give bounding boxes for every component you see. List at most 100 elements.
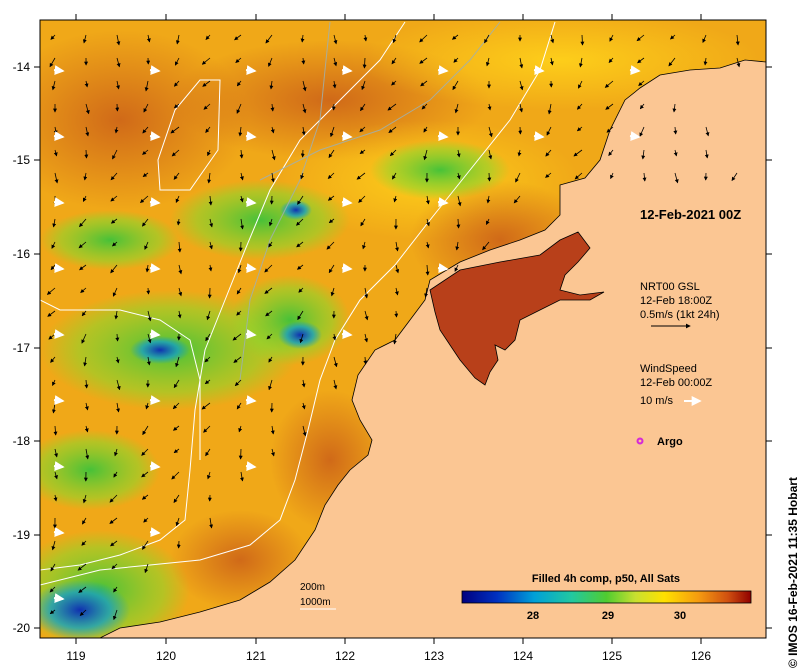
current-vector: [116, 57, 121, 68]
wind-vector: [629, 65, 641, 76]
current-vector: [81, 310, 87, 317]
current-vector: [207, 172, 212, 184]
current-vector: [301, 57, 306, 65]
current-vector: [268, 57, 273, 67]
lon-tick-label: 122: [335, 649, 355, 663]
current-vector: [270, 126, 275, 134]
current-vector: [360, 218, 366, 227]
current-vector: [51, 540, 56, 551]
wind-vector: [245, 461, 257, 472]
current-vector: [488, 126, 493, 138]
current-vector: [209, 517, 214, 529]
current-vector: [451, 34, 459, 40]
current-vector: [604, 80, 614, 88]
cool-sst-patch: [170, 180, 350, 260]
current-vector: [112, 149, 118, 160]
sst-colorbar: Filled 4h comp, p50, All Sats 28 29 30: [461, 573, 752, 622]
current-vector: [53, 425, 58, 436]
current-vector: [111, 241, 118, 247]
current-legend-scale: 0.5m/s (1kt 24h): [640, 309, 719, 321]
current-vector: [484, 34, 490, 44]
current-vector: [487, 103, 492, 111]
current-vector: [114, 310, 119, 320]
current-vector: [141, 494, 149, 500]
current-vector: [79, 609, 87, 616]
current-vector: [233, 356, 242, 363]
current-vector: [51, 80, 56, 91]
current-vector: [296, 264, 304, 270]
current-vector: [84, 425, 89, 433]
current-vector: [204, 356, 211, 363]
current-vector: [142, 149, 149, 155]
current-vector: [110, 218, 118, 224]
current-vector: [175, 517, 180, 527]
current-vector: [639, 126, 645, 137]
current-vector: [46, 287, 56, 295]
current-vector: [296, 218, 304, 226]
wind-vector: [341, 329, 353, 340]
current-vector: [333, 34, 338, 45]
current-vector: [201, 402, 211, 410]
current-vector: [420, 80, 428, 87]
current-vector: [425, 195, 430, 205]
wind-vector: [53, 263, 65, 274]
current-vector: [54, 471, 58, 480]
current-vector: [547, 103, 552, 115]
wind-vector: [533, 131, 545, 142]
current-vector: [112, 609, 118, 621]
current-vector: [672, 103, 677, 113]
lat-tick: -20: [13, 621, 772, 635]
current-vector: [176, 218, 181, 226]
current-vector: [389, 149, 397, 157]
current-vector: [580, 34, 585, 46]
current-vector: [392, 34, 397, 44]
current-vector: [82, 34, 87, 44]
wind-vector: [149, 131, 161, 142]
current-vector: [205, 34, 211, 40]
current-vector: [300, 172, 305, 180]
cold-sst-patch: [278, 321, 322, 349]
current-vector: [606, 126, 614, 133]
current-vector: [482, 241, 490, 251]
current-vector: [605, 103, 614, 110]
current-vector: [51, 241, 56, 249]
isobath-legend: 200m 1000m: [300, 582, 336, 610]
current-vector: [333, 379, 338, 390]
current-vector: [486, 218, 490, 226]
current-vector: [203, 103, 211, 110]
current-vector: [209, 241, 213, 250]
current-vector: [264, 287, 273, 294]
lat-tick-label: -16: [13, 247, 31, 261]
current-vector: [735, 34, 740, 46]
current-vector: [296, 241, 304, 248]
current-vector: [393, 195, 398, 203]
wind-vector: [53, 461, 65, 472]
current-vector: [609, 34, 614, 42]
wind-vector: [245, 395, 257, 406]
current-vector: [142, 126, 149, 134]
current-vector: [360, 103, 366, 112]
isobath-lines: [40, 21, 556, 586]
wind-vector: [245, 263, 257, 274]
current-vector: [143, 517, 149, 523]
current-vector: [116, 34, 121, 46]
current-vector: [47, 310, 56, 317]
current-vector: [236, 80, 242, 87]
isobath-lines-deep: [239, 21, 501, 381]
current-vector: [147, 333, 152, 344]
lat-tick-label: -20: [13, 621, 31, 635]
current-vector: [81, 333, 87, 344]
current-vector: [270, 103, 275, 112]
current-vector: [703, 57, 708, 66]
current-vector: [50, 356, 56, 363]
lat-tick: -16: [13, 247, 772, 261]
lon-tick: 125: [602, 14, 622, 663]
current-vector: [112, 287, 118, 297]
current-vectors: [46, 34, 741, 621]
date-label: 12-Feb-2021 00Z: [640, 207, 741, 222]
current-vector: [358, 195, 366, 203]
current-vector: [144, 241, 149, 250]
current-vector: [173, 448, 180, 454]
current-vector: [171, 149, 180, 157]
lon-tick: 119: [66, 14, 86, 663]
